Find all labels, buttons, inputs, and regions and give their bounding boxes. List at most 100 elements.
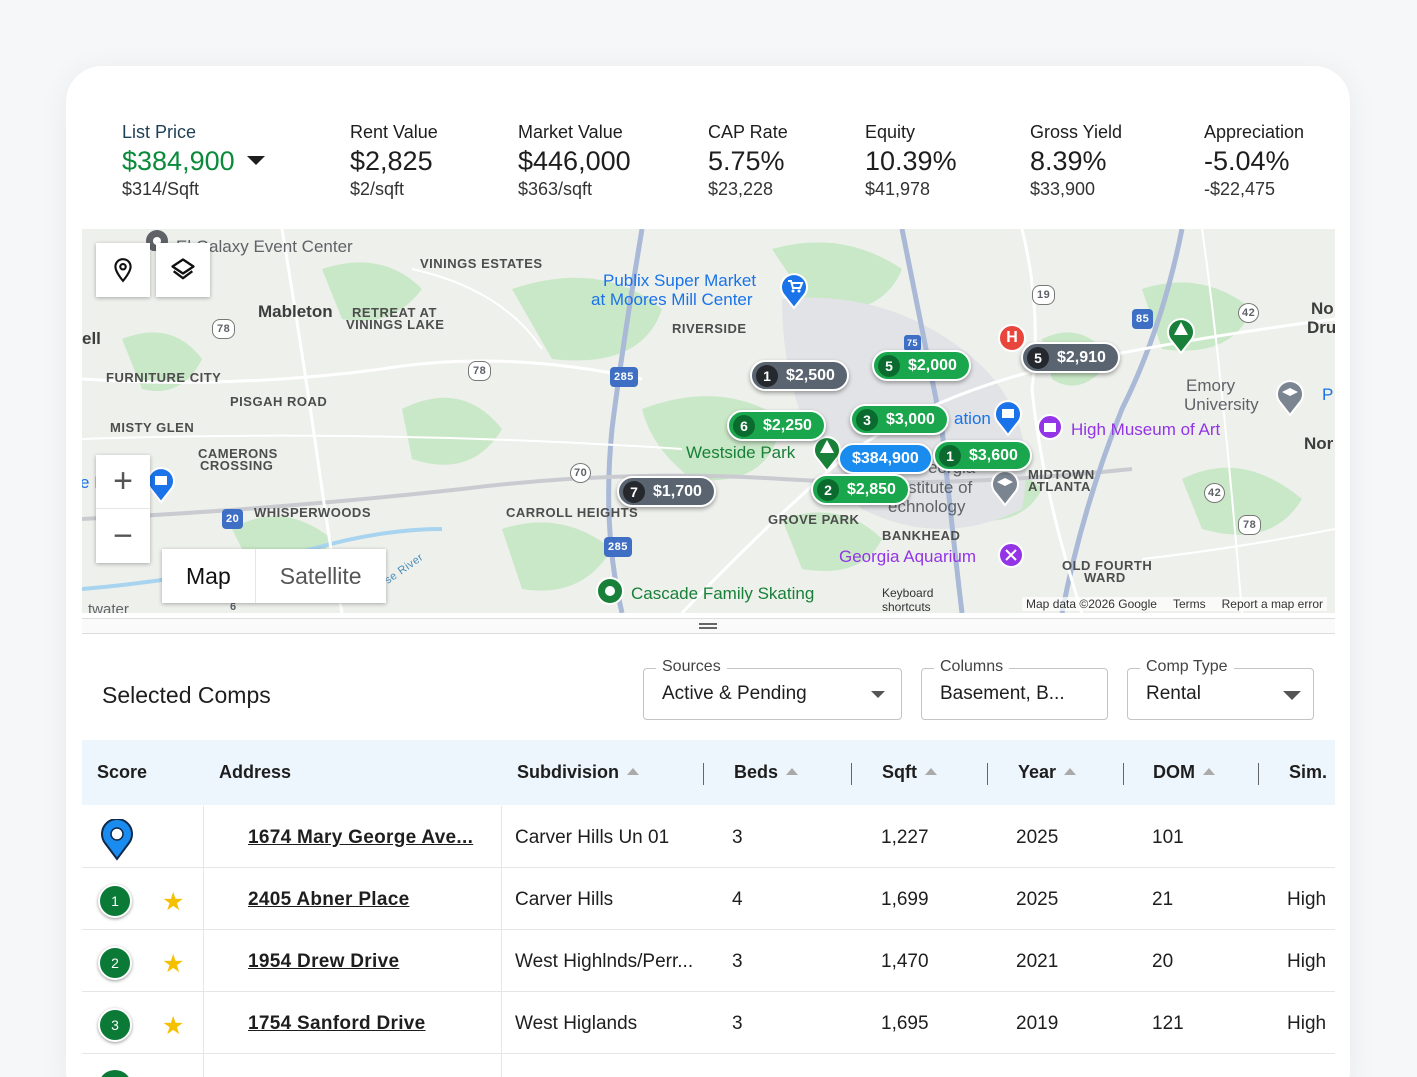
map-label-twater: twater xyxy=(88,601,129,613)
aquarium-icon[interactable] xyxy=(997,541,1025,569)
metric-sub: -$22,475 xyxy=(1204,179,1276,199)
row-address-link[interactable]: 1954 Drew Drive xyxy=(248,951,400,972)
col-sqft[interactable]: Sqft xyxy=(882,762,937,783)
metric-label: Rent Value xyxy=(350,122,438,142)
terms-link[interactable]: Terms xyxy=(1172,597,1206,611)
field-value: Active & Pending xyxy=(662,683,807,704)
row-address-link[interactable]: 1674 Mary George Ave... xyxy=(248,827,474,848)
comp-pin-1-rent[interactable]: 1 $2,500 xyxy=(750,360,849,391)
subject-location-pin-icon xyxy=(101,819,133,861)
museum-icon[interactable] xyxy=(1036,413,1064,441)
map-label-grove-park: GROVE PARK xyxy=(768,512,860,527)
map-attribution: Map data ©2026 Google Terms Report a map… xyxy=(1022,597,1327,611)
comp-pin-5-rent-dark[interactable]: 5 $2,910 xyxy=(1021,342,1120,373)
comp-pin-price: $2,910 xyxy=(1057,348,1106,366)
column-separator[interactable] xyxy=(1258,763,1259,785)
university-icon[interactable] xyxy=(990,469,1020,507)
shopping-cart-icon[interactable] xyxy=(779,272,809,310)
table-row[interactable]: 2 ★ 1954 Drew Drive West Highlnds/Perr..… xyxy=(82,930,1335,992)
comp-pin-6-rent[interactable]: 6 $2,250 xyxy=(727,410,826,441)
highway-shield: 78 xyxy=(468,361,492,381)
skating-icon[interactable] xyxy=(595,576,625,606)
star-icon[interactable]: ★ xyxy=(162,888,185,916)
caret-down-icon[interactable] xyxy=(246,156,265,166)
metric-market-value: Market Value $446,000 $363/sqft xyxy=(518,122,631,200)
column-separator[interactable] xyxy=(987,763,988,785)
map-type-toggle: Map Satellite xyxy=(162,549,386,603)
hospital-icon[interactable]: H xyxy=(998,324,1026,352)
subject-property-pin[interactable]: $384,900 xyxy=(838,443,933,474)
comp-pin-3-rent[interactable]: 3 $3,000 xyxy=(850,404,949,435)
zoom-in-button[interactable]: + xyxy=(96,455,150,509)
metric-equity: Equity 10.39% $41,978 xyxy=(865,122,957,200)
map-label-emory: Emory xyxy=(1186,376,1236,395)
metric-sub: $41,978 xyxy=(865,179,931,199)
sources-select[interactable]: Sources Active & Pending xyxy=(643,658,902,720)
park-tree-icon[interactable] xyxy=(812,435,842,473)
columns-select[interactable]: Columns Basement, B... xyxy=(921,658,1108,720)
metric-value: $2,825 xyxy=(350,146,433,176)
park-tree-icon[interactable] xyxy=(1166,317,1196,355)
star-icon[interactable]: ★ xyxy=(162,1012,185,1040)
star-icon[interactable]: ★ xyxy=(162,950,185,978)
comp-rank-badge xyxy=(98,1070,132,1077)
map-label-galaxy: El Galaxy Event Center xyxy=(176,237,353,256)
interstate-shield: 20 xyxy=(222,509,244,529)
row-sqft: 1,699 xyxy=(881,889,929,910)
col-similarity[interactable]: Sim. xyxy=(1289,762,1328,782)
metric-label: Equity xyxy=(865,122,916,142)
field-legend: Sources xyxy=(656,658,727,676)
col-address[interactable]: Address xyxy=(219,762,292,782)
map-type-satellite[interactable]: Satellite xyxy=(254,549,386,603)
map-label-georgia-aquarium: Georgia Aquarium xyxy=(839,547,977,566)
column-separator[interactable] xyxy=(851,763,852,785)
map-label-druid: Druid xyxy=(1307,318,1335,337)
cell-divider xyxy=(501,1054,502,1077)
map-data-credit: Map data ©2026 Google xyxy=(1026,597,1157,611)
metric-cap-rate: CAP Rate 5.75% $23,228 xyxy=(708,122,788,200)
col-dom[interactable]: DOM xyxy=(1153,762,1215,783)
resize-handle[interactable] xyxy=(82,618,1335,634)
report-map-error-link[interactable]: Report a map error xyxy=(1221,597,1323,611)
column-separator[interactable] xyxy=(1123,763,1124,785)
sort-arrow-icon xyxy=(925,767,937,775)
row-address-link[interactable]: 1754 Sanford Drive xyxy=(248,1013,426,1034)
comps-map[interactable]: 78 78 285 285 70 20 19 85 42 42 78 75 6 … xyxy=(82,229,1335,613)
comp-rank-badge: 2 xyxy=(98,946,132,980)
table-row-partial[interactable] xyxy=(82,1054,1335,1077)
shopping-bag-icon[interactable] xyxy=(993,399,1023,437)
col-beds[interactable]: Beds xyxy=(734,762,799,783)
comp-pin-7-rent[interactable]: 7 $1,700 xyxy=(617,476,716,507)
column-separator[interactable] xyxy=(703,763,704,785)
university-icon[interactable] xyxy=(1275,379,1305,417)
shopping-bag-icon[interactable] xyxy=(146,466,176,504)
comp-type-select[interactable]: Comp Type Rental xyxy=(1127,658,1314,720)
row-similarity: High xyxy=(1287,951,1327,972)
layers-button[interactable] xyxy=(156,243,210,297)
col-subdivision[interactable]: Subdivision xyxy=(517,762,640,783)
comp-rank-badge: 3 xyxy=(98,1008,132,1042)
metric-list-price[interactable]: List Price $384,900 $314/Sqft xyxy=(122,122,265,200)
map-label-midtown-2: ATLANTA xyxy=(1028,479,1091,494)
metric-sub: $363/sqft xyxy=(518,179,593,199)
table-row[interactable]: 3 ★ 1754 Sanford Drive West Higlands 3 1… xyxy=(82,992,1335,1054)
col-year[interactable]: Year xyxy=(1018,762,1077,783)
table-row[interactable]: 1 ★ 2405 Abner Place Carver Hills 4 1,69… xyxy=(82,868,1335,930)
comp-pin-price: $2,500 xyxy=(786,366,835,384)
map-label-ell: ell xyxy=(82,329,101,348)
comp-pin-2-rent[interactable]: 2 $2,850 xyxy=(811,474,910,505)
col-score[interactable]: Score xyxy=(97,762,148,782)
location-pin-button[interactable] xyxy=(96,243,150,297)
comp-pin-1-rent-green[interactable]: 1 $3,600 xyxy=(933,440,1032,471)
cell-divider xyxy=(501,868,502,929)
metric-sub: $314/Sqft xyxy=(122,179,200,199)
comp-pin-price: $1,700 xyxy=(653,482,702,500)
row-address-link[interactable]: 2405 Abner Place xyxy=(248,889,410,910)
map-type-map[interactable]: Map xyxy=(186,562,231,589)
zoom-out-button[interactable]: − xyxy=(113,516,133,555)
table-row-subject[interactable]: 1674 Mary George Ave... Carver Hills Un … xyxy=(82,806,1335,868)
comp-pin-price: $2,850 xyxy=(847,480,896,498)
row-subdivision: West Highlnds/Perr... xyxy=(515,951,694,972)
keyboard-shortcuts-link[interactable]: Keyboard shortcuts xyxy=(882,586,934,613)
comp-pin-5-rent[interactable]: 5 $2,000 xyxy=(872,350,971,381)
